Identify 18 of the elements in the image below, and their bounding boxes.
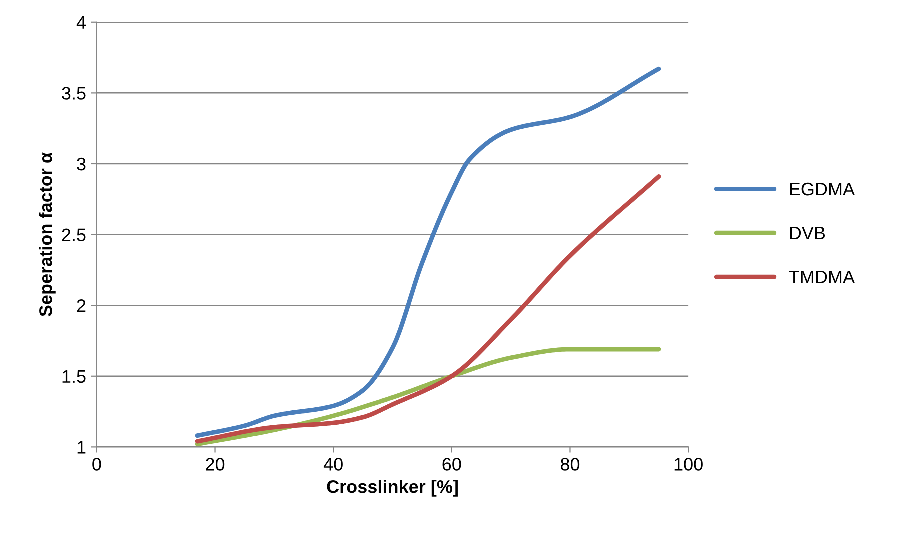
y-tick-label: 1.5 — [62, 370, 86, 384]
x-tick-label: 80 — [560, 458, 580, 471]
y-tick-label: 1 — [78, 441, 86, 454]
y-tick-label: 2 — [77, 300, 86, 312]
legend-label: EGDMA — [790, 182, 856, 196]
x-tick-label: 100 — [674, 458, 703, 471]
x-tick-label: 40 — [324, 458, 343, 471]
x-axis-title: Crosslinker [%] — [327, 480, 458, 497]
x-tick-label: 60 — [442, 458, 462, 471]
y-axis-title: Seperation factor α — [39, 152, 56, 317]
y-tick-label: 3 — [77, 158, 86, 171]
legend-label: TMDMA — [789, 270, 856, 284]
x-tick-label: 20 — [206, 458, 225, 471]
y-tick-label: 2.5 — [62, 228, 86, 242]
y-tick-label: 3.5 — [62, 87, 86, 100]
y-tick-label: 4 — [76, 16, 86, 29]
x-tick-label: 0 — [92, 458, 102, 471]
legend-label: DVB — [790, 227, 826, 240]
